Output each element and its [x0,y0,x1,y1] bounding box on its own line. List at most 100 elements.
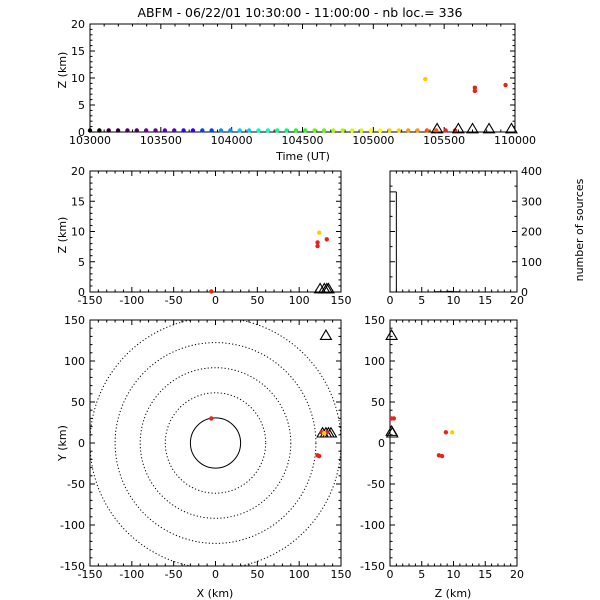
time-color-marker [424,128,430,133]
zy-y-ticklabel: 100 [364,355,385,368]
time-height-x-ticklabel: 105000 [352,134,394,147]
xy-x-ticklabel: 50 [250,568,264,581]
time-color-marker [377,128,383,133]
static-layer: ABFM - 06/22/01 10:30:00 - 11:00:00 - nb… [56,5,586,600]
source-point [324,237,329,242]
source-point [315,240,320,245]
time-color-marker [349,128,355,133]
xz-x-ticklabel: 100 [289,294,310,307]
xy-x-ticklabel: -150 [78,568,103,581]
xy-xlabel: X (km) [197,587,234,600]
time-color-marker [359,128,364,133]
xy-y-ticklabel: 150 [64,314,85,327]
source-point [472,88,478,94]
time-color-marker [218,128,224,133]
source-point [503,82,508,88]
time-color-marker [162,128,168,133]
xz-x-ticklabel: 50 [250,294,264,307]
time-height-ylabel: Z (km) [56,52,69,89]
time-height-x-ticklabel: 110000 [494,134,536,147]
zy-y-ticklabel: -150 [360,560,385,573]
zy-x-ticklabel: 15 [478,568,492,581]
zy-xlabel: Z (km) [435,587,472,600]
time-color-marker [406,128,411,133]
time-color-marker [274,128,280,133]
time-color-marker [125,128,130,133]
hist-y-ticklabel: 100 [521,256,542,269]
zy-x-ticklabel: 0 [387,568,394,581]
hist-y-ticklabel: 400 [521,165,542,178]
xz-y-ticklabel: 0 [78,286,85,299]
range-ring [164,392,267,494]
hist-x-ticklabel: 10 [447,294,461,307]
time-color-marker [190,128,196,133]
zy-x-ticklabel: 20 [510,568,524,581]
time-height-y-ticklabel: 20 [71,18,85,31]
station-triangle [451,122,465,134]
station-triangle [504,122,518,134]
time-color-marker [153,128,158,133]
range-ring [90,320,341,566]
time-color-marker [200,128,205,133]
time-color-marker [246,128,252,133]
hist-x-ticklabel: 5 [418,294,425,307]
zy-y-ticklabel: -100 [360,519,385,532]
station-triangle [466,122,479,134]
xy-x-ticklabel: -100 [119,568,144,581]
xz-x-ticklabel: 0 [212,294,219,307]
hist-y-ticklabel: 0 [521,286,528,299]
time-color-marker [340,128,345,133]
xy-y-ticklabel: 50 [71,396,85,409]
hist-x-ticklabel: 0 [387,294,394,307]
source-point [450,430,455,435]
time-height-x-ticklabel: 103500 [140,134,182,147]
xz-x-ticklabel: -150 [78,294,103,307]
time-color-marker [321,128,327,133]
source-point [443,430,449,435]
time-color-marker [209,128,214,133]
time-height-frame [89,23,516,133]
time-color-marker [415,128,420,133]
time-height-y-ticklabel: 5 [78,99,85,112]
hist-y-ticklabel: 200 [521,226,542,239]
xy-x-ticklabel: 0 [212,568,219,581]
hist-x-ticklabel: 15 [478,294,492,307]
time-color-marker [143,128,149,133]
range-ring [139,367,292,519]
source-point [439,453,445,459]
xy-y-ticklabel: 0 [78,437,85,450]
xy-x-ticklabel: 150 [331,568,352,581]
time-color-marker [387,128,392,133]
time-color-marker [368,128,373,133]
time-color-marker [172,128,177,133]
time-color-marker [284,128,289,133]
xz-x-ticklabel: -100 [119,294,144,307]
time-height-x-ticklabel: 105500 [423,134,465,147]
hist-ylabel: number of sources [573,178,586,281]
xy-y-ticklabel: -100 [60,519,85,532]
time-color-marker [97,128,102,133]
time-height-xlabel: Time (UT) [275,150,330,163]
time-color-marker [134,128,139,133]
time-height-y-ticklabel: 15 [71,45,85,58]
plot-layer: 103000 103500 104000 104500 105000 105500 1100… [60,18,542,581]
time-height-y-ticklabel: 0 [78,126,85,139]
xz-y-ticklabel: 20 [71,165,85,178]
hist-frame [389,170,518,293]
source-point [317,453,322,459]
zy-x-ticklabel: 10 [447,568,461,581]
time-color-marker [331,128,336,133]
source-point [391,416,397,421]
time-color-marker [237,128,242,133]
zy-y-ticklabel: 150 [364,314,385,327]
xy-y-ticklabel: -50 [67,478,85,491]
zy-y-ticklabel: 50 [371,396,385,409]
figure-title: ABFM - 06/22/01 10:30:00 - 11:00:00 - nb… [138,5,463,20]
source-point [317,230,322,235]
xy-ylabel: Y (km) [56,425,69,462]
source-point [423,76,428,82]
time-color-marker [256,128,261,133]
time-color-marker [115,128,121,133]
xz-x-ticklabel: -50 [165,294,183,307]
